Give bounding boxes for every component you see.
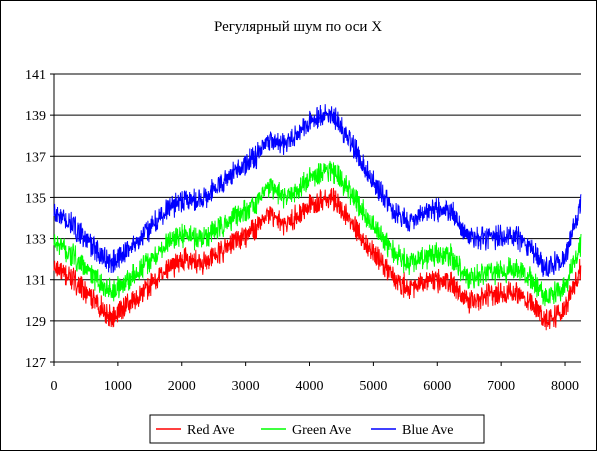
x-tick-label: 5000 bbox=[359, 379, 387, 394]
legend: Red Ave Green Ave Blue Ave bbox=[149, 414, 485, 444]
y-tick-label: 129 bbox=[25, 315, 46, 330]
x-tick-label: 0 bbox=[51, 379, 58, 394]
legend-label: Red Ave bbox=[187, 423, 235, 438]
y-tick-label: 137 bbox=[25, 150, 46, 165]
y-tick-label: 127 bbox=[25, 356, 46, 371]
x-tick-label: 1000 bbox=[104, 379, 132, 394]
x-tick-label: 3000 bbox=[232, 379, 260, 394]
y-tick-label: 135 bbox=[25, 191, 46, 206]
series-line-green-ave bbox=[53, 160, 582, 307]
series-line-blue-ave bbox=[53, 104, 582, 277]
tick-labels: 127 129 131 133 135 137 139 141 0 1000 2000 3000 400… bbox=[25, 68, 579, 394]
chart-title: Регулярный шум по оси X bbox=[214, 19, 382, 35]
x-tick-label: 4000 bbox=[296, 379, 324, 394]
series-line-red-ave bbox=[53, 187, 582, 331]
y-tick-label: 141 bbox=[25, 68, 46, 83]
y-tick-label: 131 bbox=[25, 274, 46, 289]
y-tick-label: 139 bbox=[25, 109, 46, 124]
x-tick-label: 8000 bbox=[551, 379, 579, 394]
legend-label: Green Ave bbox=[292, 423, 351, 438]
x-tick-label: 7000 bbox=[487, 379, 515, 394]
legend-box bbox=[149, 414, 485, 444]
plot-series bbox=[53, 104, 582, 331]
x-tick-label: 6000 bbox=[423, 379, 451, 394]
y-tick-label: 133 bbox=[25, 233, 46, 248]
x-tick-label: 2000 bbox=[168, 379, 196, 394]
legend-label: Blue Ave bbox=[402, 423, 453, 438]
axes bbox=[50, 73, 581, 366]
